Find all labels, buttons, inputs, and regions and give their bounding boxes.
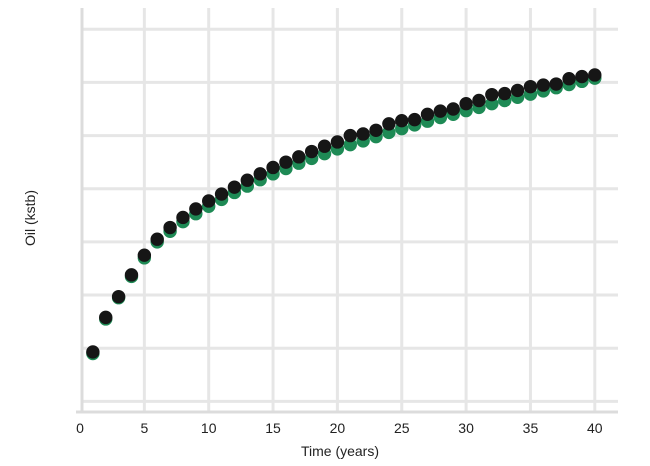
series-2-point-29 <box>446 102 460 116</box>
series-2-point-34 <box>510 83 525 98</box>
x-tick-label-35: 35 <box>523 420 539 436</box>
series-2-point-35 <box>523 79 538 94</box>
series-2-point-33 <box>498 86 512 101</box>
series-2-point-6 <box>150 232 164 246</box>
series-2-point-14 <box>253 167 267 181</box>
series-2-point-26 <box>407 112 422 127</box>
series-2-point-24 <box>382 117 396 131</box>
series-2-point-4 <box>124 268 139 282</box>
series-2-point-31 <box>472 93 486 108</box>
series-2-point-18 <box>304 144 319 159</box>
series-2-point-28 <box>433 104 448 118</box>
series-1 <box>86 71 602 361</box>
x-axis-label: Time (years) <box>301 443 379 459</box>
series-2-point-32 <box>485 87 499 102</box>
series-2-point-37 <box>549 77 563 91</box>
data-points <box>86 68 602 361</box>
series-2-point-39 <box>575 69 589 84</box>
series-2-point-25 <box>395 113 409 128</box>
series-2-point-11 <box>214 187 229 201</box>
series-2-point-2 <box>99 310 113 325</box>
series-2-point-16 <box>279 155 293 169</box>
x-tick-labels: 0 5 10 15 20 25 30 35 40 <box>76 420 603 436</box>
series-2-point-7 <box>163 220 177 235</box>
series-2-point-5 <box>137 248 152 262</box>
series-2-point-12 <box>227 180 242 194</box>
x-tick-label-40: 40 <box>587 420 603 436</box>
series-2-point-27 <box>420 107 435 122</box>
x-tick-label-10: 10 <box>201 420 217 436</box>
series-2-point-15 <box>266 160 280 175</box>
series-2-point-20 <box>330 135 345 149</box>
series-2-point-1 <box>86 345 100 359</box>
series-2-point-36 <box>536 78 551 92</box>
series-2-point-23 <box>369 123 383 137</box>
series-2 <box>86 68 602 359</box>
series-2-point-22 <box>356 127 370 141</box>
x-tick-label-20: 20 <box>330 420 346 436</box>
series-2-point-9 <box>189 202 203 216</box>
series-2-point-13 <box>240 173 255 187</box>
series-2-point-3 <box>111 289 126 304</box>
x-tick-label-30: 30 <box>458 420 474 436</box>
series-2-point-8 <box>176 210 190 225</box>
x-tick-label-15: 15 <box>265 420 281 436</box>
x-tick-label-5: 5 <box>140 420 148 436</box>
x-tick-label-0: 0 <box>76 420 84 436</box>
series-2-point-17 <box>292 150 306 164</box>
x-tick-label-25: 25 <box>394 420 410 436</box>
grid-lines <box>82 8 618 412</box>
y-axis-label: Oil (kstb) <box>22 190 38 246</box>
series-2-point-19 <box>317 139 332 153</box>
series-2-point-21 <box>343 128 357 143</box>
series-2-point-10 <box>201 194 216 208</box>
series-2-point-40 <box>588 68 602 82</box>
series-2-point-30 <box>459 96 473 111</box>
series-2-point-38 <box>562 71 576 86</box>
axes <box>76 8 618 414</box>
